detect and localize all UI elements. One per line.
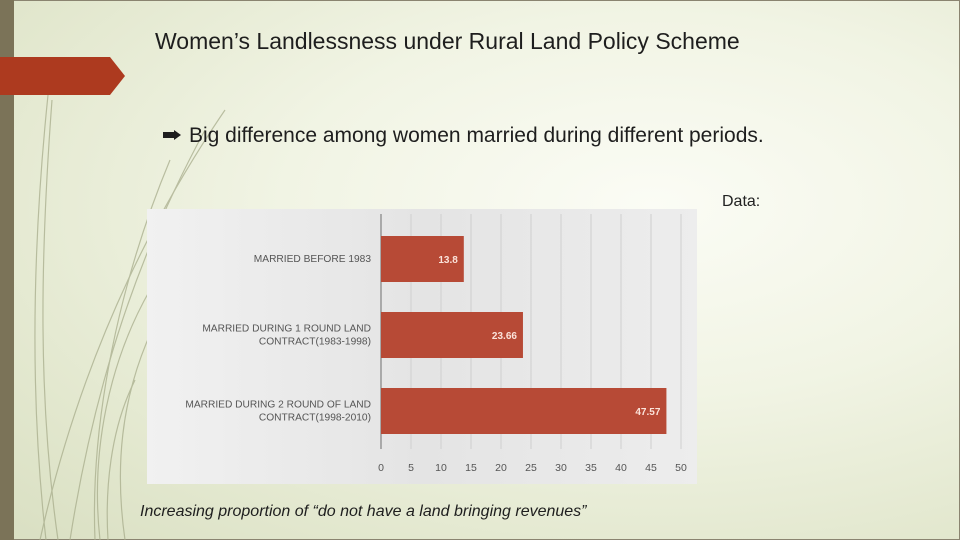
x-tick-label: 0 [378, 462, 384, 474]
category-label: CONTRACT(1998-2010) [259, 413, 371, 424]
bar [381, 312, 523, 358]
bullet-point: Big difference among women married durin… [163, 121, 809, 150]
bar-value-label: 23.66 [492, 331, 517, 342]
category-label: MARRIED DURING 2 ROUND OF LAND [185, 400, 371, 411]
bar [381, 236, 464, 282]
x-tick-label: 20 [495, 462, 507, 474]
category-label: MARRIED DURING 1 ROUND LAND [202, 324, 371, 335]
x-tick-label: 45 [645, 462, 657, 474]
bullet-arrow-icon [163, 130, 181, 140]
bullet-text: Big difference among women married durin… [189, 124, 764, 147]
x-tick-label: 5 [408, 462, 414, 474]
chart-caption: Increasing proportion of “do not have a … [140, 503, 587, 520]
category-label: MARRIED BEFORE 1983 [254, 254, 372, 265]
data-label: Data: [722, 193, 761, 210]
bar-value-label: 13.8 [438, 255, 458, 266]
slide-title: Women’s Landlessness under Rural Land Po… [155, 28, 740, 54]
category-label: CONTRACT(1983-1998) [259, 337, 371, 348]
x-tick-label: 15 [465, 462, 477, 474]
x-tick-label: 10 [435, 462, 447, 474]
x-tick-label: 35 [585, 462, 597, 474]
x-tick-label: 50 [675, 462, 687, 474]
x-tick-label: 40 [615, 462, 627, 474]
left-strip [0, 0, 14, 540]
x-tick-label: 30 [555, 462, 567, 474]
bar-value-label: 47.57 [635, 407, 660, 418]
decorative-lines [34, 94, 226, 540]
bar-chart: 0 5 10 15 20 25 30 35 40 45 50 13.8 MARRIED BEFORE 1… [185, 214, 687, 474]
title-accent-arrow [0, 57, 125, 95]
chart-panel: 0 5 10 15 20 25 30 35 40 45 50 13.8 MARRIED BEFORE 1… [147, 209, 697, 484]
x-tick-label: 25 [525, 462, 537, 474]
bar [381, 388, 667, 434]
